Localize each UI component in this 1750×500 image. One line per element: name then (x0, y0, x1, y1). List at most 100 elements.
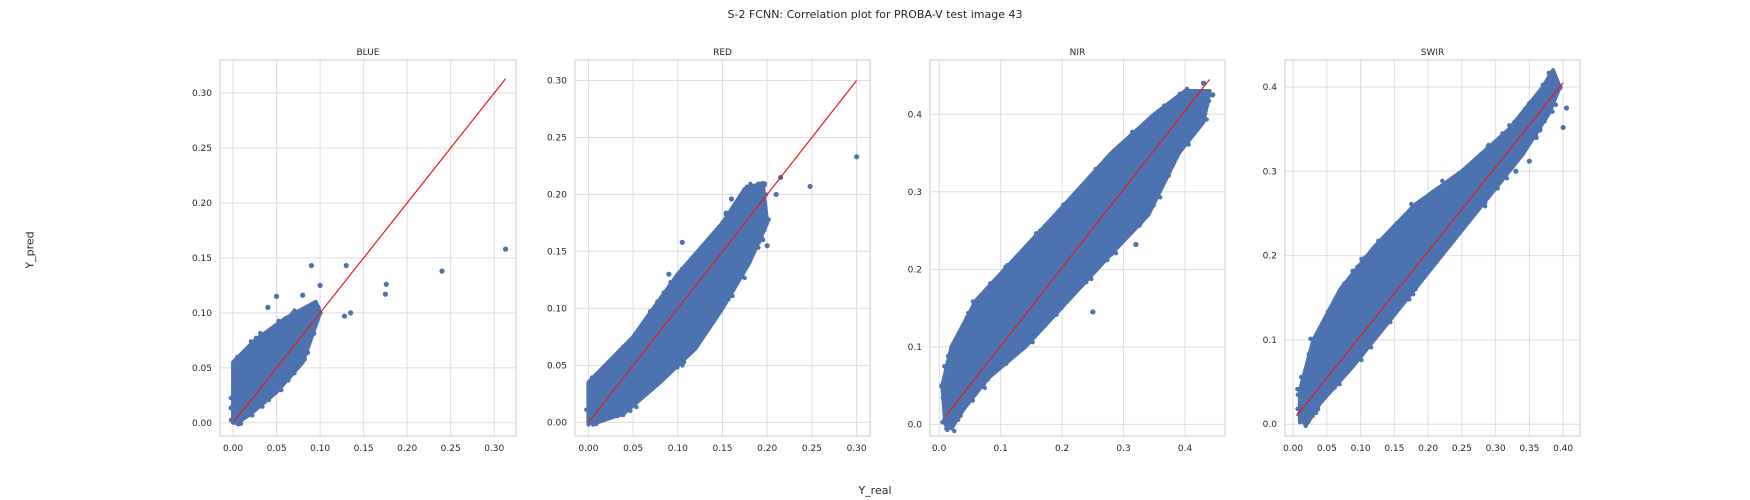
scatter-point (1151, 203, 1156, 208)
scatter-point (1482, 204, 1488, 209)
x-axis-label: Y_real (858, 484, 892, 497)
scatter-point (1210, 92, 1216, 98)
scatter-point (1306, 415, 1311, 420)
scatter-point (317, 282, 323, 288)
scatter-point (685, 352, 691, 357)
panel-nir: 0.0 0.1 0.2 0.3 0.4 0.0 0.1 0.2 0.3 0.4 NIR (908, 48, 1226, 454)
scatter-point (1112, 249, 1117, 254)
scatter-point (710, 320, 716, 325)
scatter-point (730, 293, 735, 299)
scatter-point (1316, 328, 1322, 333)
scatter-point (228, 395, 233, 401)
scatter-point (621, 408, 627, 413)
scatter-point (587, 394, 593, 399)
scatter-point (1166, 170, 1172, 175)
scatter-point (1508, 163, 1513, 169)
scatter-point (1302, 421, 1308, 426)
scatter-point (253, 335, 259, 341)
scatter-point (250, 413, 255, 418)
scatter-point (1084, 279, 1089, 285)
scatter-point (940, 419, 945, 425)
axes-frame (219, 59, 517, 437)
scatter-density (940, 89, 1212, 431)
x-tick-label: 0.20 (397, 444, 417, 454)
scatter-point (1054, 312, 1059, 317)
y-tick-label: 0.15 (192, 254, 212, 264)
scatter-point (273, 293, 280, 299)
scatter-point (1025, 246, 1030, 251)
scatter-point (1298, 374, 1304, 380)
scatter-point (956, 411, 962, 416)
scatter-point (588, 383, 593, 389)
x-tick-label: 0.10 (668, 444, 688, 454)
x-tick-label: 0.15 (354, 444, 374, 454)
scatter-point (956, 417, 961, 422)
panel-title: SWIR (1421, 48, 1445, 58)
scatter-point (1090, 309, 1096, 315)
x-tick-label: 0.30 (484, 444, 504, 454)
scatter-point (687, 262, 692, 268)
scatter-point (1160, 182, 1165, 188)
scatter-point (1089, 267, 1095, 273)
scatter-point (624, 345, 630, 350)
y-tick-label: 0.20 (192, 199, 212, 209)
scatter-point (1133, 241, 1139, 248)
scatter-point (634, 404, 639, 410)
scatter-point (723, 210, 729, 215)
scatter-point (728, 196, 735, 202)
scatter-point (1362, 255, 1367, 260)
scatter-point (1495, 186, 1500, 191)
scatter-point (1553, 102, 1559, 107)
scatter-point (302, 357, 308, 362)
scatter-point (773, 191, 779, 198)
scatter-point (1202, 88, 1208, 94)
scatter-point (952, 339, 958, 344)
x-tick-label: 0.30 (1486, 444, 1506, 454)
scatter-point (679, 266, 685, 271)
scatter-point (1013, 350, 1019, 355)
scatter-point (647, 387, 653, 392)
scatter-point (647, 309, 653, 314)
scatter-point (1522, 106, 1528, 112)
panel-red: 0.00 0.05 0.10 0.15 0.20 0.25 0.30 0.00 0.05 0.10… (547, 48, 871, 454)
scatter-point (1166, 173, 1172, 178)
scatter-point (1554, 78, 1560, 83)
scatter-point (1118, 240, 1124, 245)
scatter-point (763, 192, 769, 197)
scatter-point (605, 414, 611, 420)
y-tick-label: 0.00 (192, 419, 212, 429)
scatter-point (1313, 334, 1319, 339)
scatter-point (1181, 141, 1187, 146)
figure-title: S-2 FCNN: Correlation plot for PROBA-V t… (727, 8, 1023, 21)
scatter-point (653, 305, 659, 311)
scatter-point (993, 369, 998, 374)
x-tick-label: 0.1 (994, 444, 1008, 454)
scatter-point (1538, 127, 1543, 132)
x-tick-label: 0.35 (1519, 444, 1539, 454)
scatter-point (258, 330, 263, 336)
scatter-point (708, 237, 713, 243)
scatter-point (1376, 238, 1381, 244)
scatter-point (1434, 187, 1439, 193)
scatter-point (621, 344, 626, 349)
scatter-point (1105, 257, 1110, 263)
scatter-point (758, 228, 764, 234)
identity-line (232, 78, 507, 424)
scatter-point (1397, 219, 1403, 224)
scatter-point (1162, 103, 1167, 108)
y-tick-label: 0.30 (547, 77, 567, 87)
scatter-point (1316, 401, 1322, 407)
scatter-point (591, 422, 596, 427)
y-tick-label: 0.0 (908, 420, 923, 430)
scatter-point (720, 220, 725, 225)
scatter-point (1179, 146, 1184, 151)
scatter-point (1295, 406, 1300, 411)
scatter-point (439, 268, 445, 274)
y-tick-label: 0.3 (1263, 167, 1277, 177)
scatter-point (1388, 319, 1393, 325)
scatter-point (313, 301, 318, 307)
scatter-point (1037, 228, 1043, 233)
scatter-point (1485, 144, 1490, 149)
scatter-point (316, 308, 322, 313)
scatter-point (587, 404, 592, 409)
